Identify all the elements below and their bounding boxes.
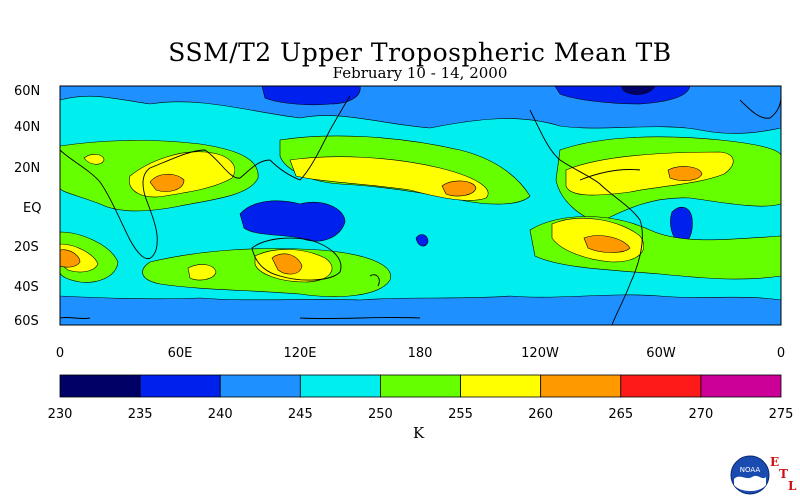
field-orange-pacific — [441, 180, 477, 197]
lat-label-20s: 20S — [14, 240, 39, 255]
lat-label-eq: EQ — [23, 201, 41, 216]
lon-label-60w: 60W — [646, 346, 676, 361]
temperature-field — [60, 86, 781, 325]
field-orange-australia — [271, 253, 303, 275]
coastlines — [60, 95, 781, 325]
field-blue-samerica — [670, 206, 693, 245]
etl-letter-e: E — [770, 455, 780, 469]
colorbar-box-1 — [139, 374, 221, 398]
chart-title: SSM/T2 Upper Tropospheric Mean TB — [168, 38, 672, 67]
field-blue-westpac — [239, 200, 346, 242]
colorbar-box-2 — [219, 374, 301, 398]
lat-label-40n: 40N — [14, 120, 40, 135]
colorbar-box-8 — [700, 374, 782, 398]
colorbar-tick-250: 250 — [368, 407, 393, 422]
colorbar-box-7 — [620, 374, 702, 398]
noaa-logo: NOAA — [730, 455, 770, 495]
colorbar-box-6 — [540, 374, 622, 398]
field-yellow-south-indian — [187, 264, 217, 281]
lon-label-60e: 60E — [168, 346, 193, 361]
lat-label-60n: 60N — [14, 84, 40, 99]
lon-label-0-east: 0 — [777, 346, 785, 361]
field-yellow-pacific — [289, 156, 489, 201]
field-yellow-small-1 — [83, 154, 105, 165]
field-yellow-atlantic — [565, 151, 734, 196]
lat-label-20n: 20N — [14, 161, 40, 176]
field-blue-small — [415, 234, 429, 247]
colorbar-box-3 — [299, 374, 381, 398]
lon-label-0: 0 — [56, 346, 64, 361]
colorbar-tick-245: 245 — [288, 407, 313, 422]
etl-letter-l: L — [788, 479, 797, 493]
chart-subtitle: February 10 - 14, 2000 — [332, 64, 508, 82]
colorbar: 230 235 240 245 250 255 260 265 270 275 — [48, 374, 794, 422]
colorbar-tick-230: 230 — [48, 407, 73, 422]
colorbar-tick-260: 260 — [528, 407, 553, 422]
colorbar-tick-240: 240 — [208, 407, 233, 422]
map-frame — [59, 85, 782, 326]
colorbar-tick-275: 275 — [769, 407, 794, 422]
colorbar-tick-235: 235 — [128, 407, 153, 422]
colorbar-tick-265: 265 — [608, 407, 633, 422]
noaa-logo-text: NOAA — [740, 466, 761, 474]
lon-label-180: 180 — [408, 346, 433, 361]
field-orange-south-america — [583, 235, 631, 253]
colorbar-unit: K — [413, 424, 425, 442]
etl-letter-t: T — [779, 467, 788, 481]
field-navy-north — [621, 86, 656, 95]
field-blue-north — [261, 86, 361, 106]
lat-label-60s: 60S — [14, 314, 39, 329]
lon-label-120e: 120E — [283, 346, 316, 361]
colorbar-tick-270: 270 — [688, 407, 713, 422]
lat-label-40s: 40S — [14, 280, 39, 295]
field-orange-atlantic — [667, 166, 703, 181]
colorbar-box-5 — [460, 374, 542, 398]
colorbar-box-4 — [380, 374, 461, 398]
lon-label-120w: 120W — [521, 346, 559, 361]
colorbar-tick-255: 255 — [448, 407, 473, 422]
field-blue-north-2 — [554, 86, 691, 105]
colorbar-box-0 — [59, 374, 141, 398]
field-orange-south-africa — [60, 249, 81, 268]
field-orange-arabia — [149, 173, 185, 192]
